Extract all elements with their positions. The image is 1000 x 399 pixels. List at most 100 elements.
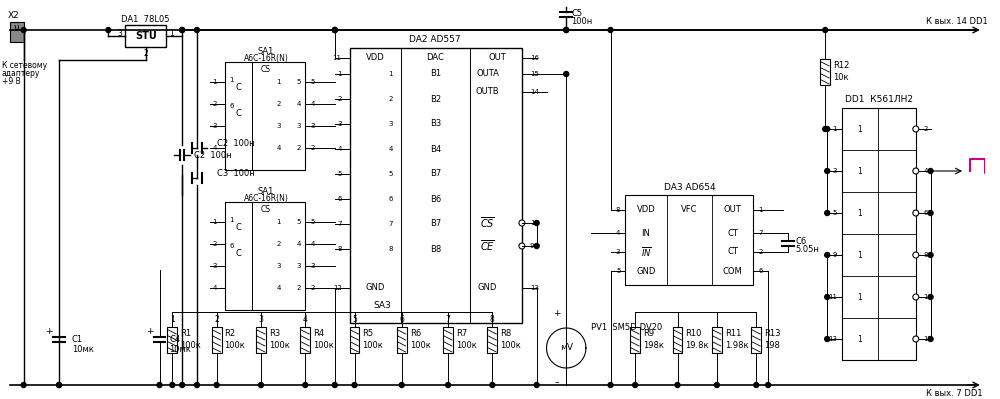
Text: +: + — [146, 328, 153, 336]
Text: 2: 2 — [337, 96, 342, 102]
Circle shape — [766, 383, 771, 387]
Text: 3: 3 — [616, 249, 620, 255]
Text: B3: B3 — [430, 119, 441, 128]
Text: X2: X2 — [8, 10, 20, 20]
Text: 5: 5 — [296, 79, 301, 85]
Text: 6: 6 — [758, 268, 763, 274]
Text: 5: 5 — [296, 219, 301, 225]
Text: 9: 9 — [833, 252, 837, 258]
Text: К вых. 7 DD1: К вых. 7 DD1 — [926, 389, 982, 397]
Text: 4: 4 — [311, 101, 315, 107]
Bar — [712, 327, 722, 353]
Text: 8: 8 — [616, 207, 620, 213]
Text: 11: 11 — [828, 294, 837, 300]
Text: 4: 4 — [212, 145, 217, 151]
Text: STU: STU — [135, 31, 157, 41]
Bar — [256, 327, 266, 353]
Text: R2: R2 — [225, 330, 236, 338]
Text: 1: 1 — [758, 207, 763, 213]
Text: 3: 3 — [276, 263, 281, 269]
Text: VDD: VDD — [637, 205, 655, 215]
Circle shape — [180, 383, 185, 387]
Circle shape — [180, 28, 185, 32]
Text: 100к: 100к — [456, 342, 477, 350]
Text: 1: 1 — [857, 251, 862, 259]
Text: $\overline{CS}$: $\overline{CS}$ — [480, 215, 495, 230]
Circle shape — [913, 336, 919, 342]
Text: B7: B7 — [430, 170, 441, 178]
Text: 15: 15 — [530, 71, 539, 77]
Text: 12: 12 — [924, 336, 933, 342]
Text: 2: 2 — [212, 101, 217, 107]
Text: OUTA: OUTA — [476, 69, 499, 79]
Text: 6: 6 — [229, 103, 234, 109]
Text: 1: 1 — [337, 71, 342, 77]
Text: 1: 1 — [857, 166, 862, 176]
Circle shape — [825, 168, 830, 174]
Circle shape — [608, 383, 613, 387]
Text: 2: 2 — [311, 285, 315, 291]
Text: C6: C6 — [796, 237, 807, 245]
Text: 3: 3 — [296, 123, 301, 129]
Text: 3: 3 — [311, 123, 315, 129]
Bar — [350, 48, 522, 323]
Text: 2: 2 — [758, 249, 763, 255]
Bar — [625, 195, 753, 285]
Text: $\overline{IN}$: $\overline{IN}$ — [641, 245, 651, 259]
Text: C1: C1 — [72, 336, 83, 344]
Circle shape — [825, 294, 830, 300]
Text: 4: 4 — [212, 285, 217, 291]
Text: 2: 2 — [296, 285, 301, 291]
Text: 10мк: 10мк — [72, 346, 94, 354]
Text: 100н: 100н — [571, 18, 592, 26]
Text: 6: 6 — [399, 316, 404, 324]
Text: К сетевому: К сетевому — [2, 61, 47, 69]
Bar — [212, 327, 222, 353]
Circle shape — [332, 28, 337, 32]
Text: 6: 6 — [388, 196, 393, 202]
Text: 3: 3 — [212, 123, 217, 129]
Text: А6С-16R(N): А6С-16R(N) — [243, 194, 288, 203]
Circle shape — [534, 243, 539, 249]
Circle shape — [913, 252, 919, 258]
Text: CT: CT — [727, 229, 738, 237]
Text: 1: 1 — [169, 28, 174, 38]
Text: B6: B6 — [430, 194, 441, 203]
Circle shape — [214, 383, 219, 387]
Text: 2: 2 — [212, 241, 217, 247]
Text: DAC: DAC — [426, 53, 444, 63]
Text: B7: B7 — [430, 219, 441, 229]
Circle shape — [21, 28, 26, 32]
Text: GND: GND — [478, 284, 497, 292]
Bar — [167, 327, 177, 353]
Text: 1: 1 — [857, 124, 862, 134]
Text: 4: 4 — [303, 316, 308, 324]
Text: 198: 198 — [764, 342, 780, 350]
Text: 4: 4 — [616, 230, 620, 236]
Bar — [673, 327, 682, 353]
Text: 10мк: 10мк — [169, 346, 191, 354]
Bar — [487, 327, 497, 353]
Text: 4: 4 — [924, 168, 928, 174]
Text: R8: R8 — [500, 330, 512, 338]
Text: 100к: 100к — [180, 342, 201, 350]
Text: 5.05н: 5.05н — [796, 245, 820, 255]
Text: 4: 4 — [389, 146, 393, 152]
Text: 5: 5 — [337, 171, 342, 177]
Text: +9 В: +9 В — [2, 77, 21, 85]
Text: C: C — [235, 109, 241, 119]
Circle shape — [534, 383, 539, 387]
Bar — [225, 62, 305, 170]
Circle shape — [825, 211, 830, 215]
Circle shape — [913, 126, 919, 132]
Text: 2: 2 — [143, 49, 148, 59]
Text: DD1  К561ЛН2: DD1 К561ЛН2 — [845, 95, 913, 105]
Bar — [300, 327, 310, 353]
Text: 4: 4 — [296, 101, 301, 107]
Circle shape — [534, 221, 539, 225]
Circle shape — [519, 243, 525, 249]
Text: CS: CS — [261, 205, 271, 215]
Text: GND: GND — [366, 284, 385, 292]
Text: 3: 3 — [833, 168, 837, 174]
Text: 7: 7 — [758, 230, 763, 236]
